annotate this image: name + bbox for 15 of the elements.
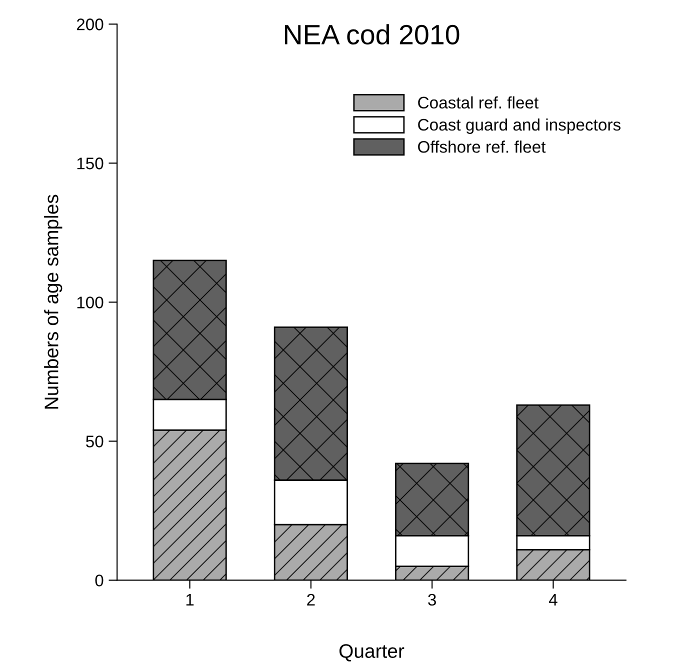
x-tick-label: 2 <box>307 594 315 606</box>
y-tick-label: 100 <box>77 296 104 308</box>
x-tick-label: 1 <box>186 594 194 606</box>
x-axis-title: Quarter <box>339 644 404 662</box>
legend-label: Offshore ref. fleet <box>418 140 546 153</box>
legend-label: Coastal ref. fleet <box>418 96 539 109</box>
chart-title: NEA cod 2010 <box>284 24 460 45</box>
y-tick-label: 150 <box>77 158 104 170</box>
y-tick-label: 0 <box>95 574 104 586</box>
y-axis-title: Numbers of age samples <box>44 194 62 409</box>
y-tick-label: 200 <box>76 18 104 30</box>
x-tick-label: 4 <box>548 594 558 606</box>
legend-label: Coast guard and inspectors <box>418 118 620 134</box>
y-tick-label: 50 <box>86 436 104 448</box>
x-tick-label: 3 <box>428 594 436 606</box>
